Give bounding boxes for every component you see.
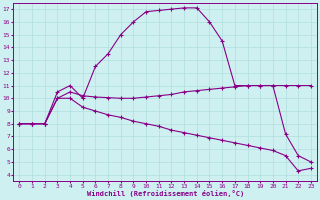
X-axis label: Windchill (Refroidissement éolien,°C): Windchill (Refroidissement éolien,°C) [86,190,244,197]
